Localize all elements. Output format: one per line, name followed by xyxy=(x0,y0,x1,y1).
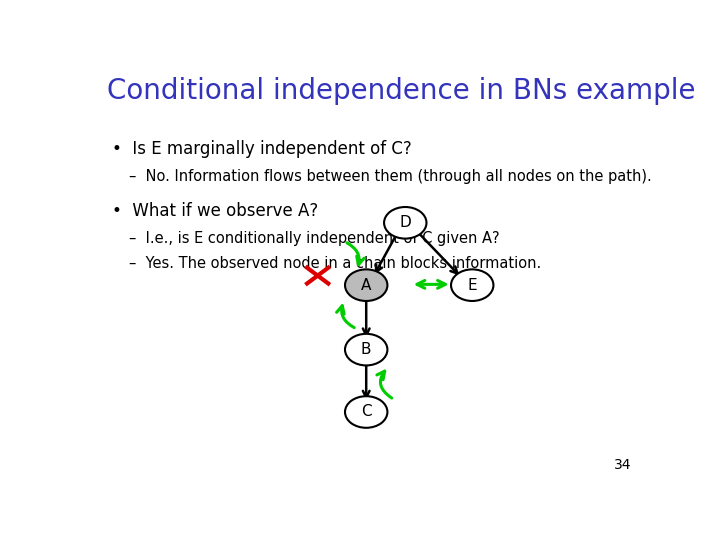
Text: C: C xyxy=(361,404,372,420)
Circle shape xyxy=(451,269,493,301)
Text: 34: 34 xyxy=(613,458,631,472)
Text: •  Is E marginally independent of C?: • Is E marginally independent of C? xyxy=(112,140,412,158)
Circle shape xyxy=(345,269,387,301)
Text: B: B xyxy=(361,342,372,357)
Circle shape xyxy=(345,396,387,428)
Circle shape xyxy=(384,207,426,239)
Text: A: A xyxy=(361,278,372,293)
Circle shape xyxy=(345,334,387,366)
Text: –  No. Information flows between them (through all nodes on the path).: – No. Information flows between them (th… xyxy=(129,168,652,184)
Text: Conditional independence in BNs example: Conditional independence in BNs example xyxy=(107,77,696,105)
Text: E: E xyxy=(467,278,477,293)
Text: •  What if we observe A?: • What if we observe A? xyxy=(112,202,318,220)
Text: –  Yes. The observed node in a chain blocks information.: – Yes. The observed node in a chain bloc… xyxy=(129,256,541,271)
Text: –  I.e., is E conditionally independent of C given A?: – I.e., is E conditionally independent o… xyxy=(129,231,500,246)
Text: D: D xyxy=(400,215,411,230)
